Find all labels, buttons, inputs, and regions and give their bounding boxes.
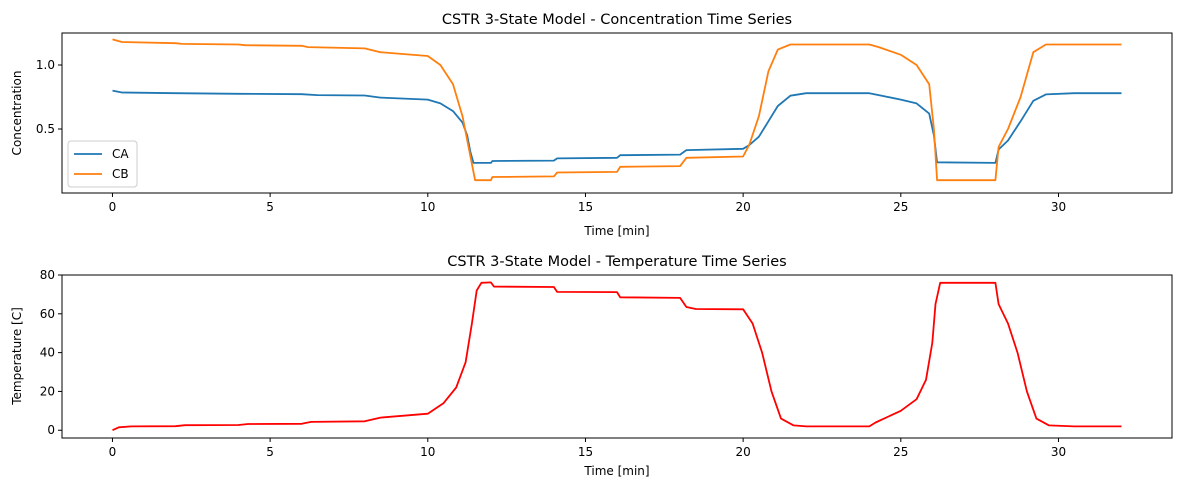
series-line-cb [112, 38, 1122, 182]
concentration-subplot: CSTR 3-State Model - Concentration Time … [10, 12, 1173, 238]
x-tick-label: 10 [420, 200, 435, 214]
temperature-series [112, 281, 1122, 432]
concentration-ticks: 0 5 10 15 20 25 30 0.5 1.0 [36, 58, 1066, 214]
x-tick-label: 15 [578, 200, 593, 214]
x-tick-label: 30 [1051, 445, 1066, 459]
temperature-ticks: 0 5 10 15 20 25 30 0 20 40 60 80 [40, 268, 1066, 459]
series-line-ca [112, 89, 1122, 164]
legend-box [67, 140, 138, 188]
x-tick-label: 20 [735, 200, 750, 214]
x-tick-label: 30 [1051, 200, 1066, 214]
concentration-y-axis-label: Concentration [10, 71, 24, 156]
y-tick-label: 80 [40, 268, 55, 282]
temperature-chart-title: CSTR 3-State Model - Temperature Time Se… [447, 254, 786, 270]
x-tick-label: 20 [735, 445, 750, 459]
x-tick-label: 15 [578, 445, 593, 459]
y-tick-label: 0 [47, 423, 55, 437]
x-tick-label: 10 [420, 445, 435, 459]
x-tick-label: 5 [266, 200, 274, 214]
x-tick-label: 25 [893, 445, 908, 459]
y-tick-label: 0.5 [36, 122, 55, 136]
concentration-axes-frame [61, 32, 1173, 194]
x-tick-label: 5 [266, 445, 274, 459]
temperature-y-axis-label: Temperature [C] [10, 307, 24, 406]
x-tick-label: 25 [893, 200, 908, 214]
y-tick-label: 1.0 [36, 58, 55, 72]
temperature-x-axis-label: Time [min] [583, 464, 649, 478]
y-tick-label: 20 [40, 384, 55, 398]
x-tick-label: 0 [109, 445, 117, 459]
concentration-chart-title: CSTR 3-State Model - Concentration Time … [442, 12, 792, 28]
temperature-subplot: CSTR 3-State Model - Temperature Time Se… [10, 254, 1173, 478]
series-line-temperature [112, 281, 1122, 432]
y-tick-label: 60 [40, 307, 55, 321]
legend-label-cb: CB [112, 167, 129, 181]
concentration-x-axis-label: Time [min] [583, 224, 649, 238]
x-tick-label: 0 [109, 200, 117, 214]
temperature-axes-frame [61, 274, 1173, 439]
legend-label-ca: CA [112, 147, 129, 161]
concentration-series [112, 38, 1122, 182]
concentration-legend: CA CB [67, 140, 138, 188]
y-tick-label: 40 [40, 346, 55, 360]
